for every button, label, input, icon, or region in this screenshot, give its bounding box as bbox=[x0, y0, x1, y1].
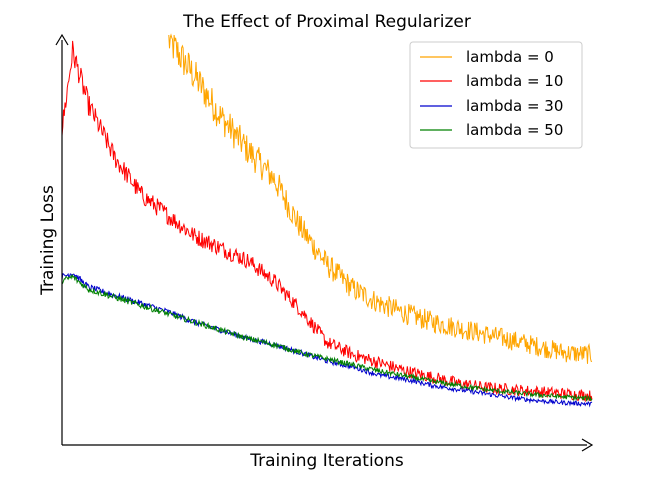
y-axis-label: Training Loss bbox=[38, 185, 58, 296]
legend-box bbox=[409, 41, 583, 149]
series-line-lambda-10 bbox=[61, 40, 593, 403]
legend-label-lambda-10: lambda = 10 bbox=[466, 72, 563, 90]
y-axis-arrow-icon bbox=[55, 33, 69, 46]
legend-label-lambda-0: lambda = 0 bbox=[466, 48, 554, 66]
series-layer bbox=[61, 33, 593, 408]
series-line-lambda-0 bbox=[168, 33, 593, 364]
chart-title: The Effect of Proximal Regularizer bbox=[182, 12, 471, 32]
legend: lambda = 0 lambda = 10 lambda = 30 lambd… bbox=[409, 41, 583, 149]
series-line-lambda-50 bbox=[61, 274, 593, 402]
x-axis-arrow-icon bbox=[581, 438, 594, 452]
legend-label-lambda-50: lambda = 50 bbox=[466, 121, 563, 139]
x-axis-label: Training Iterations bbox=[249, 451, 404, 471]
legend-label-lambda-30: lambda = 30 bbox=[466, 97, 563, 115]
